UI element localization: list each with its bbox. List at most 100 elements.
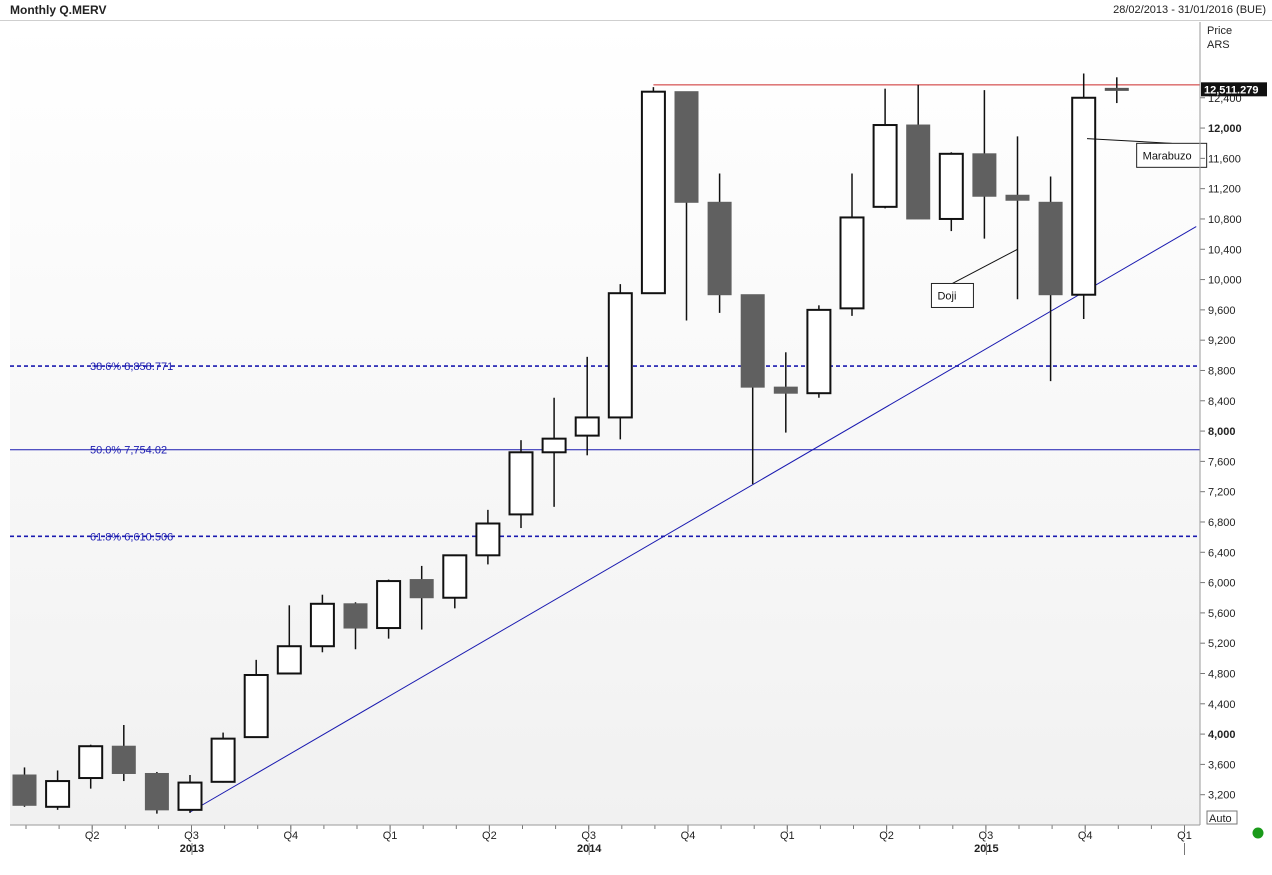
fib-level-label: 38.6% 8,858.771 bbox=[90, 361, 173, 373]
candle-body bbox=[343, 603, 368, 629]
candle-body bbox=[607, 292, 633, 419]
candle bbox=[773, 352, 798, 433]
candle bbox=[243, 659, 269, 739]
y-tick-label: 4,800 bbox=[1208, 668, 1236, 680]
candle bbox=[839, 173, 865, 316]
candle-body bbox=[276, 645, 302, 675]
candle-body bbox=[376, 580, 402, 630]
candle bbox=[574, 356, 600, 456]
trendline bbox=[189, 226, 1197, 813]
annotation: Marabuzo bbox=[1086, 138, 1208, 168]
price-axis-label: Price bbox=[1207, 25, 1232, 37]
y-tick-label: 8,800 bbox=[1208, 365, 1236, 377]
annotation-box bbox=[930, 282, 974, 308]
candle bbox=[78, 744, 104, 789]
candle-body bbox=[78, 745, 104, 780]
x-tick-label: Q3 bbox=[581, 830, 596, 842]
candle bbox=[144, 771, 169, 814]
y-tick-label: 5,600 bbox=[1208, 608, 1236, 620]
fib-level-label: 50.0% 7,754.02 bbox=[90, 445, 167, 457]
x-tick-label: Q3 bbox=[184, 830, 199, 842]
candle-body bbox=[872, 124, 898, 208]
y-tick-label: 7,200 bbox=[1208, 487, 1236, 499]
candle bbox=[177, 775, 203, 813]
candle bbox=[541, 397, 567, 507]
y-tick-label: 8,400 bbox=[1208, 396, 1236, 408]
y-tick-label: 9,200 bbox=[1208, 335, 1236, 347]
year-label: 2013 bbox=[180, 843, 204, 855]
last-price-label: 12,511.279 bbox=[1204, 84, 1258, 96]
candle-body bbox=[906, 124, 931, 220]
candle bbox=[674, 91, 699, 321]
y-tick-label: 11,600 bbox=[1208, 153, 1241, 165]
y-tick-label: 3,200 bbox=[1208, 790, 1236, 802]
candle-body bbox=[144, 772, 169, 811]
y-tick-label: 10,400 bbox=[1208, 244, 1242, 256]
x-tick-label: Q4 bbox=[283, 830, 298, 842]
y-tick-label: 4,000 bbox=[1208, 729, 1236, 741]
candle-body bbox=[45, 780, 71, 808]
candle-body bbox=[1071, 96, 1097, 296]
x-tick-label: Q2 bbox=[482, 830, 497, 842]
candle-body bbox=[1005, 194, 1030, 201]
candle bbox=[607, 284, 633, 440]
annotation-label: Doji bbox=[937, 290, 956, 302]
candle-body bbox=[806, 308, 832, 395]
x-tick-label: Q3 bbox=[979, 830, 994, 842]
candle-body bbox=[409, 579, 434, 599]
annotation-leader bbox=[952, 248, 1018, 284]
candle bbox=[508, 440, 534, 529]
candle-body bbox=[243, 674, 269, 739]
chart-title: Monthly Q.MERV bbox=[10, 3, 107, 17]
candle-body bbox=[839, 216, 865, 310]
candle bbox=[806, 305, 832, 398]
candle bbox=[442, 554, 468, 609]
x-tick-label: Q4 bbox=[681, 830, 696, 842]
status-indicator-icon bbox=[1252, 827, 1264, 839]
candle bbox=[45, 770, 71, 810]
y-tick-label: 6,000 bbox=[1208, 578, 1236, 590]
candle bbox=[740, 294, 765, 485]
chart-header: Monthly Q.MERV 28/02/2013 - 31/01/2016 (… bbox=[0, 0, 1272, 21]
candle bbox=[1071, 73, 1097, 319]
candle-body bbox=[309, 602, 335, 648]
candle-body bbox=[640, 90, 666, 295]
candle bbox=[343, 602, 368, 650]
candle-body bbox=[508, 451, 534, 516]
x-tick-label: Q1 bbox=[1177, 830, 1192, 842]
y-tick-label: 9,600 bbox=[1208, 305, 1236, 317]
candle bbox=[1005, 136, 1030, 300]
fib-level-label: 61.8% 6,610.506 bbox=[90, 531, 173, 543]
candle-body bbox=[210, 737, 236, 783]
x-tick-label: Q1 bbox=[383, 830, 398, 842]
candle-body bbox=[972, 153, 997, 197]
y-tick-label: 8,000 bbox=[1208, 426, 1236, 438]
candle-body bbox=[111, 745, 136, 774]
candle-body bbox=[674, 91, 699, 203]
year-label: 2015 bbox=[974, 843, 998, 855]
annotation: Doji bbox=[930, 248, 1018, 308]
candle bbox=[872, 88, 898, 209]
last-price-badge: 12,511.279 bbox=[1201, 82, 1267, 97]
candle bbox=[309, 594, 335, 653]
y-tick-label: 7,600 bbox=[1208, 456, 1236, 468]
annotation-leader bbox=[1086, 138, 1172, 144]
candle-body bbox=[1038, 201, 1063, 296]
candle-body bbox=[740, 294, 765, 388]
currency-label: ARS bbox=[1207, 39, 1230, 51]
year-label: 2014 bbox=[577, 843, 602, 855]
x-tick-label: Q2 bbox=[85, 830, 100, 842]
candle bbox=[906, 84, 931, 220]
candle-body bbox=[177, 781, 203, 811]
x-tick-label: Q1 bbox=[780, 830, 795, 842]
candle bbox=[210, 732, 236, 783]
candle bbox=[1038, 176, 1063, 382]
x-tick-label: Q2 bbox=[879, 830, 894, 842]
candle bbox=[1104, 77, 1129, 104]
candle-body bbox=[475, 522, 501, 557]
candle bbox=[972, 90, 997, 239]
candle bbox=[376, 579, 402, 639]
candle bbox=[111, 725, 136, 782]
auto-scale-button[interactable]: Auto bbox=[1206, 810, 1238, 825]
